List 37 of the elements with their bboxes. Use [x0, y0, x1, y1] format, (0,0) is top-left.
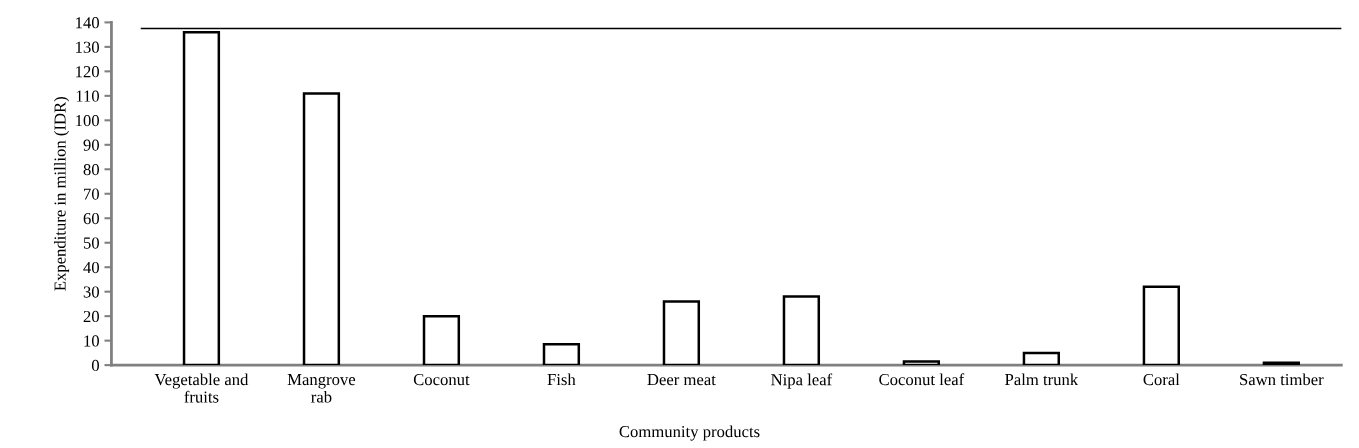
y-tick-label: 130: [76, 41, 99, 53]
y-tick-label: 140: [76, 17, 99, 29]
y-tick-label: 70: [84, 188, 99, 200]
y-axis-title: Expenditure in million (IDR): [53, 97, 70, 291]
y-tick-label: 40: [83, 261, 99, 274]
x-axis-title: Community products: [619, 425, 760, 441]
bar: [422, 314, 461, 366]
x-tick-label: Fish: [547, 373, 576, 386]
y-tick-label: 90: [83, 139, 99, 151]
x-tick-label: Coconut leaf: [879, 373, 965, 386]
x-tick-label: Coconut: [413, 373, 470, 386]
x-tick-label: Deer meat: [647, 374, 716, 386]
bar: [902, 360, 941, 366]
bar: [542, 343, 581, 366]
x-tick-label: Mangrove rab: [287, 374, 356, 403]
y-tick-label: 20: [83, 310, 99, 323]
y-tick-label: 30: [83, 286, 99, 298]
bar: [302, 92, 341, 366]
x-tick-label: Nipa leaf: [771, 373, 833, 389]
x-tick-label: Palm trunk: [1005, 373, 1079, 386]
x-tick-label: Vegetable and fruits: [154, 373, 249, 403]
bar: [182, 30, 221, 366]
x-tick-label: Sawn timber: [1240, 373, 1324, 386]
y-tick-label: 60: [83, 212, 99, 225]
y-tick-label: 120: [76, 66, 99, 78]
bar: [662, 300, 701, 366]
x-tick-label: Coral: [1143, 373, 1180, 386]
y-tick-label: 110: [76, 90, 99, 102]
bar: [1022, 351, 1061, 366]
bar: [1142, 285, 1180, 366]
y-tick-label: 10: [84, 335, 99, 347]
y-tick-label: 50: [83, 237, 99, 249]
y-tick-label: 80: [83, 163, 99, 176]
y-tick-label: 0: [91, 359, 99, 372]
bar: [1262, 361, 1300, 366]
bar: [782, 295, 821, 366]
y-tick-label: 100: [76, 115, 99, 127]
